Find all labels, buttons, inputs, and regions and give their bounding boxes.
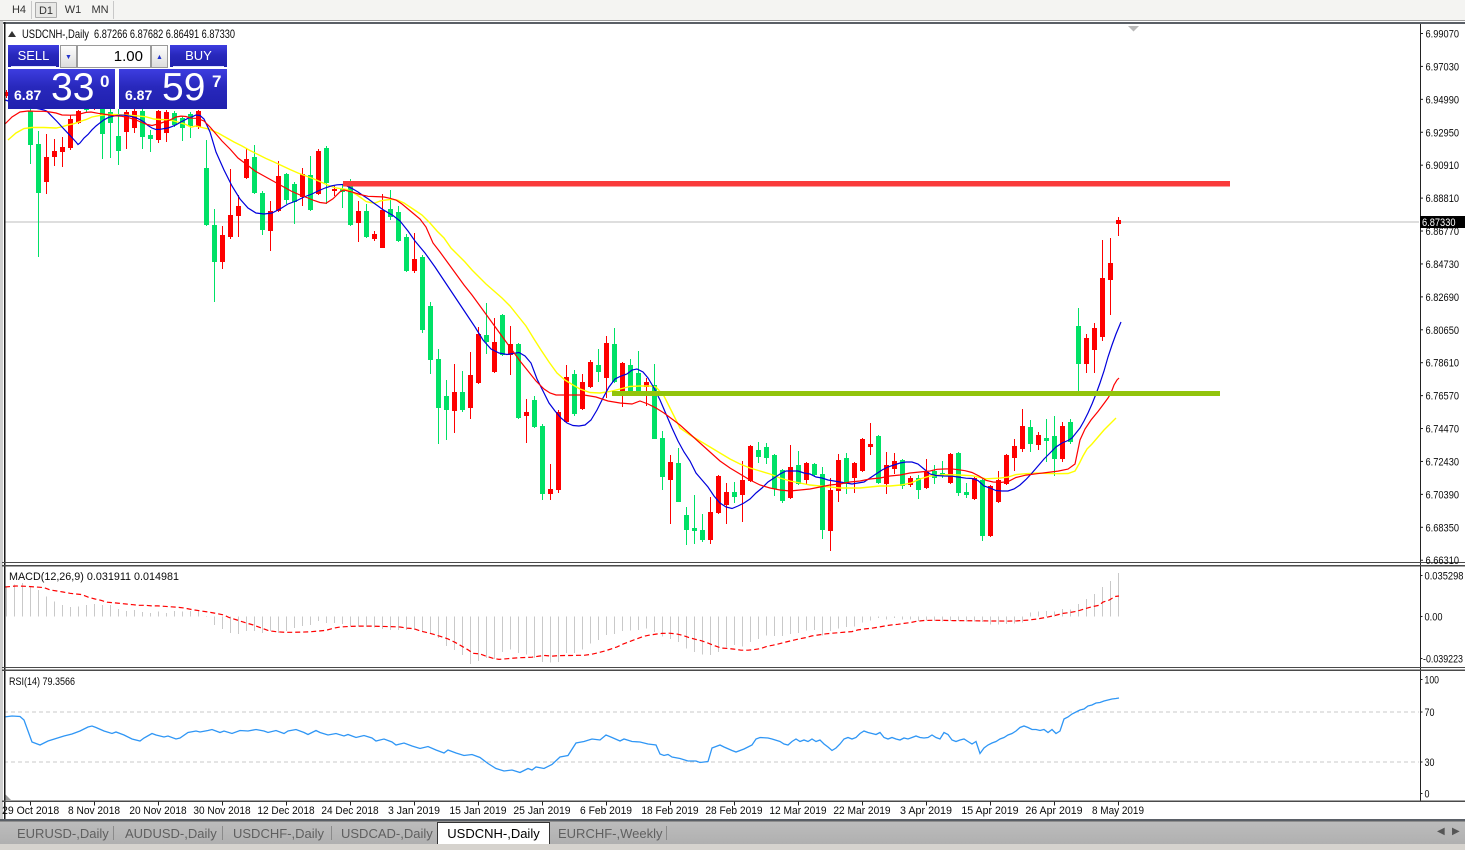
svg-text:6.99070: 6.99070 [1426,29,1460,41]
svg-text:18 Feb 2019: 18 Feb 2019 [641,805,698,817]
svg-text:22 Mar 2019: 22 Mar 2019 [833,805,890,817]
svg-text:15 Jan 2019: 15 Jan 2019 [449,805,506,817]
svg-text:12 Mar 2019: 12 Mar 2019 [769,805,826,817]
svg-text:-0.039223: -0.039223 [1423,654,1463,666]
svg-text:6.87266 6.87682 6.86491 6.8733: 6.87266 6.87682 6.86491 6.87330 [94,27,235,41]
svg-text:6.97030: 6.97030 [1426,61,1460,73]
svg-text:6.78610: 6.78610 [1426,358,1460,370]
svg-text:20 Nov 2018: 20 Nov 2018 [129,805,186,817]
svg-text:6 Feb 2019: 6 Feb 2019 [580,805,632,817]
svg-text:12 Dec 2018: 12 Dec 2018 [257,805,314,817]
svg-text:26 Apr 2019: 26 Apr 2019 [1025,805,1082,817]
svg-text:6.82690: 6.82690 [1426,292,1460,304]
svg-text:0: 0 [1425,789,1430,801]
svg-text:6.76570: 6.76570 [1426,391,1460,403]
svg-text:6.72430: 6.72430 [1426,456,1460,468]
svg-text:30: 30 [1425,757,1435,769]
svg-text:15 Apr 2019: 15 Apr 2019 [961,805,1018,817]
svg-text:RSI(14) 79.3566: RSI(14) 79.3566 [9,676,75,688]
svg-text:3 Apr 2019: 3 Apr 2019 [900,805,952,817]
svg-text:6.92950: 6.92950 [1426,127,1460,139]
svg-text:24 Dec 2018: 24 Dec 2018 [321,805,378,817]
svg-text:6.88810: 6.88810 [1426,193,1460,205]
svg-text:6.70390: 6.70390 [1426,489,1460,501]
svg-text:6.94990: 6.94990 [1426,94,1460,106]
svg-text:8 May 2019: 8 May 2019 [1092,805,1144,817]
svg-text:29 Oct 2018: 29 Oct 2018 [2,805,59,817]
svg-text:6.87330: 6.87330 [1422,217,1456,229]
svg-text:6.86770: 6.86770 [1426,226,1460,238]
svg-text:0.035298: 0.035298 [1425,571,1464,583]
svg-text:6.80650: 6.80650 [1426,325,1460,337]
svg-text:25 Jan 2019: 25 Jan 2019 [513,805,570,817]
svg-text:100: 100 [1425,675,1440,687]
svg-text:8 Nov 2018: 8 Nov 2018 [68,805,120,817]
svg-text:28 Feb 2019: 28 Feb 2019 [705,805,762,817]
svg-text:0.00: 0.00 [1425,612,1443,624]
svg-text:6.66310: 6.66310 [1426,555,1460,567]
svg-text:USDCNH-,Daily: USDCNH-,Daily [22,27,89,41]
svg-text:6.90910: 6.90910 [1426,160,1460,172]
svg-text:6.84730: 6.84730 [1426,259,1460,271]
svg-text:6.74470: 6.74470 [1426,424,1460,436]
svg-text:3 Jan 2019: 3 Jan 2019 [388,805,440,817]
svg-text:MACD(12,26,9) 0.031911 0.01498: MACD(12,26,9) 0.031911 0.014981 [9,571,179,583]
svg-text:6.68350: 6.68350 [1426,522,1460,534]
svg-text:30 Nov 2018: 30 Nov 2018 [193,805,250,817]
svg-text:70: 70 [1425,707,1435,719]
